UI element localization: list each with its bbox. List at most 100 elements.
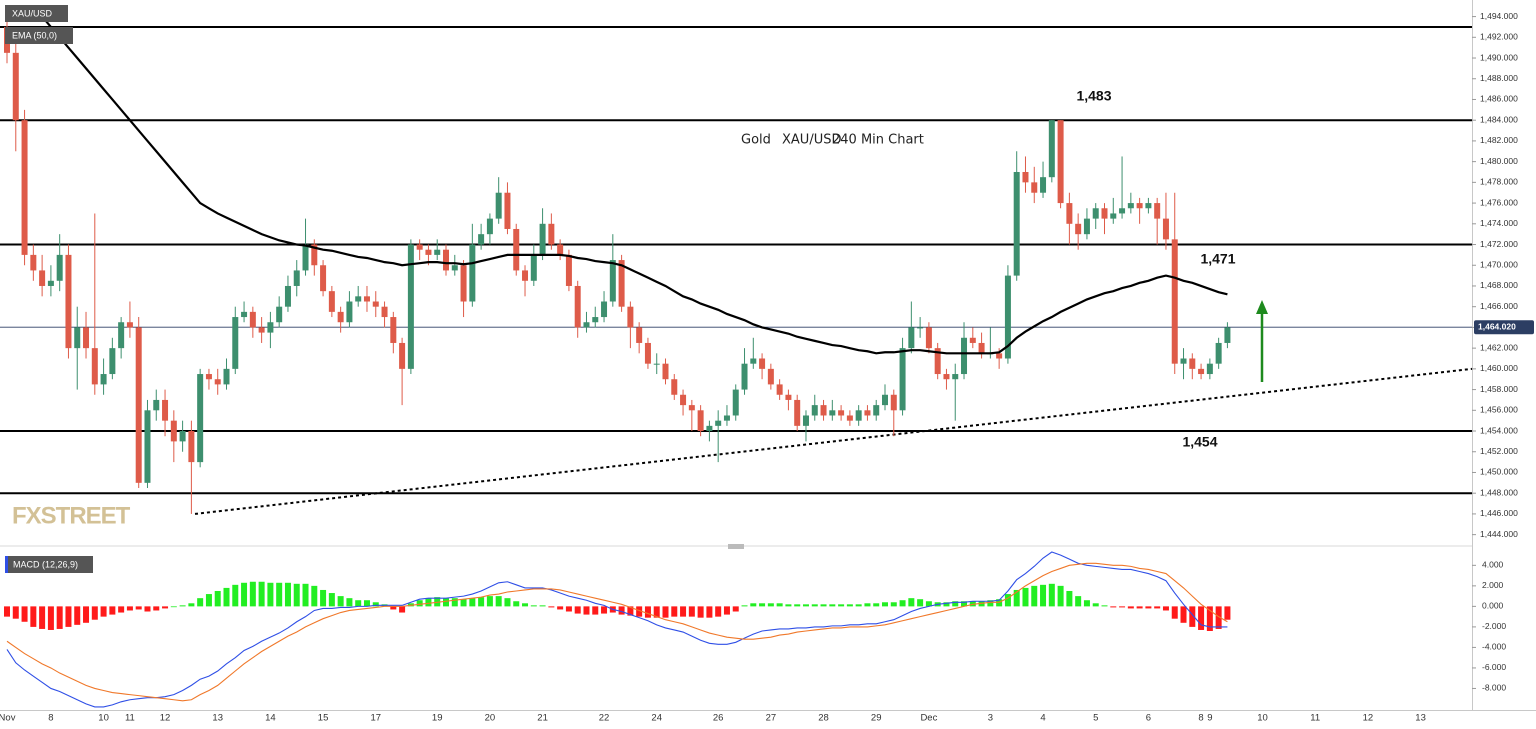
- candle-body: [346, 301, 353, 323]
- histogram-bar: [214, 590, 221, 607]
- x-tick-label: Nov: [0, 713, 16, 724]
- y-tick-label: 2.000: [1482, 580, 1504, 590]
- histogram-bar: [232, 584, 239, 607]
- candle-body: [1145, 203, 1152, 209]
- histogram-bar: [1048, 583, 1055, 607]
- candle-body: [1110, 213, 1117, 219]
- histogram-bar: [811, 604, 818, 607]
- candle-body: [249, 311, 256, 328]
- candle-body: [1127, 203, 1134, 209]
- y-tick-label: 1,448.000: [1480, 487, 1518, 497]
- histogram-bar: [601, 606, 608, 614]
- candle-body: [802, 415, 809, 426]
- candle-body: [443, 249, 449, 271]
- histogram-bar: [794, 604, 801, 607]
- x-tick-label: 12: [160, 713, 171, 724]
- y-tick-label: 1,466.000: [1480, 301, 1518, 311]
- candle-body: [539, 223, 546, 255]
- histogram-bar: [565, 606, 572, 612]
- x-tick-label: 19: [432, 713, 443, 724]
- candle-body: [39, 270, 46, 286]
- histogram-bar: [1057, 585, 1064, 607]
- candle-body: [978, 342, 985, 354]
- y-tick-label: 1,488.000: [1480, 73, 1518, 83]
- histogram-bar: [908, 598, 915, 607]
- candle-body: [557, 244, 564, 255]
- y-tick-label: 1,468.000: [1480, 280, 1518, 290]
- histogram-bar: [864, 603, 871, 607]
- histogram-bar: [627, 606, 634, 616]
- arrow-head: [1256, 300, 1268, 314]
- histogram-bar: [478, 597, 485, 607]
- candle-body: [460, 265, 467, 302]
- histogram-bar: [293, 583, 300, 607]
- candle-body: [302, 244, 309, 271]
- x-tick-label: Dec: [920, 713, 937, 724]
- y-tick-label: -4.000: [1482, 642, 1506, 652]
- histogram-bar: [135, 606, 142, 610]
- y-tick-label: -2.000: [1482, 621, 1506, 631]
- histogram-bar: [1075, 596, 1082, 607]
- candle-body: [451, 265, 458, 271]
- histogram-bar: [39, 606, 46, 629]
- candle-body: [399, 342, 406, 369]
- histogram-bar: [74, 606, 81, 625]
- histogram-bar: [732, 606, 739, 612]
- candle-body: [232, 317, 239, 369]
- candle-body: [1215, 342, 1222, 364]
- histogram-bar: [1022, 587, 1029, 607]
- x-tick-label: 10: [1257, 713, 1268, 724]
- candle-body: [961, 337, 968, 375]
- candle-body: [504, 192, 511, 229]
- candle-body: [1083, 218, 1090, 235]
- histogram-bar: [495, 596, 502, 607]
- candle-body: [258, 327, 265, 333]
- histogram-bar: [925, 601, 932, 607]
- candle-body: [21, 120, 28, 255]
- y-tick-label: 1,460.000: [1480, 363, 1518, 373]
- histogram-bar: [504, 598, 511, 607]
- candle-body: [715, 420, 722, 426]
- candle-body: [1022, 171, 1029, 183]
- histogram-bar: [1171, 606, 1178, 619]
- histogram-bar: [715, 606, 722, 617]
- histogram-bar: [855, 604, 862, 607]
- symbol-label: XAU/USD: [12, 8, 53, 18]
- y-tick-label: -6.000: [1482, 662, 1506, 672]
- candle-body: [83, 327, 90, 349]
- histogram-bar: [1180, 606, 1187, 623]
- ema-box: [5, 27, 73, 44]
- candle-body: [846, 415, 853, 421]
- candle-body: [1004, 275, 1011, 359]
- histogram-bar: [21, 606, 28, 622]
- histogram-bar: [126, 606, 133, 611]
- level-annotation: 1,471: [1200, 251, 1235, 267]
- y-tick-label: 1,470.000: [1480, 259, 1518, 269]
- histogram-bar: [328, 593, 335, 607]
- candle-body: [662, 363, 669, 380]
- candle-body: [1101, 208, 1108, 219]
- candle-body: [381, 306, 388, 318]
- candle-body: [741, 363, 748, 390]
- histogram-bar: [83, 606, 90, 623]
- candle-body: [583, 322, 590, 328]
- candle-body: [723, 415, 730, 421]
- candle-body: [601, 301, 608, 318]
- candle-body: [1136, 203, 1143, 209]
- histogram-bar: [109, 606, 116, 615]
- histogram-bar: [399, 606, 406, 613]
- y-tick-label: 1,472.000: [1480, 239, 1518, 249]
- candle-body: [890, 394, 897, 411]
- panel-grip: [728, 544, 744, 549]
- candle-body: [179, 431, 186, 442]
- x-tick-label: 5: [1093, 713, 1098, 724]
- histogram-bar: [636, 606, 643, 617]
- candle-body: [135, 327, 142, 483]
- candle-body: [416, 244, 423, 250]
- candle-body: [30, 254, 37, 271]
- macd-box: [5, 556, 93, 573]
- histogram-bar: [30, 606, 37, 627]
- candle-body: [522, 270, 529, 281]
- candle-body: [109, 348, 116, 375]
- title-part: XAU/USD: [782, 133, 841, 148]
